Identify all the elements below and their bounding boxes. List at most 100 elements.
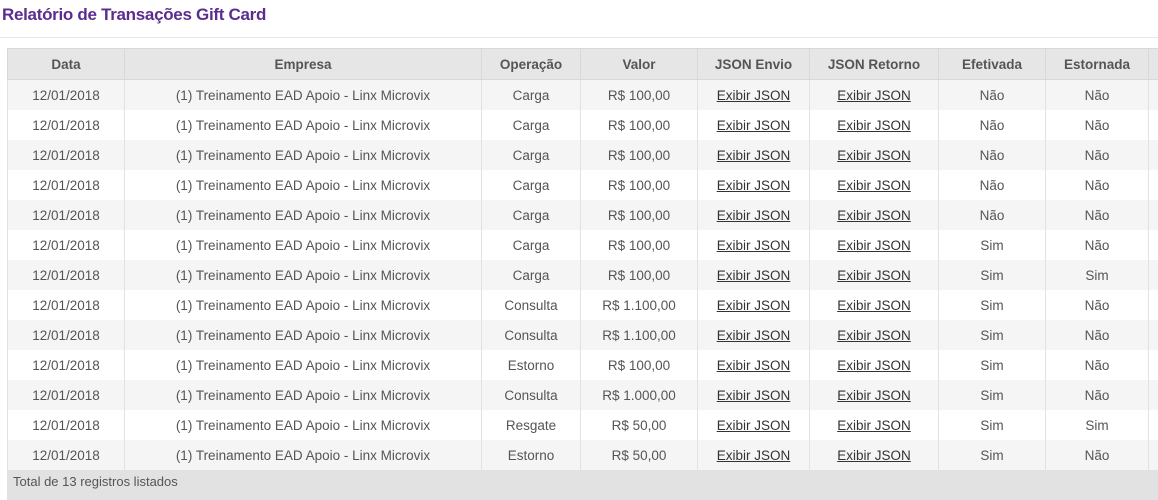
cell-extra: [1149, 260, 1158, 290]
cell-json: Exibir JSON: [810, 200, 939, 230]
cell-extra: [1149, 110, 1158, 140]
cell-empresa: (1) Treinamento EAD Apoio - Linx Microvi…: [125, 110, 482, 140]
column-header-json-envio: JSON Envio: [698, 49, 810, 80]
cell-extra: [1149, 380, 1158, 410]
table-row: 12/01/2018(1) Treinamento EAD Apoio - Li…: [8, 260, 1158, 290]
cell-extra: [1149, 440, 1158, 470]
cell-json: Exibir JSON: [810, 110, 939, 140]
exibir-json-retorno-link[interactable]: Exibir JSON: [837, 298, 911, 313]
exibir-json-envio-link[interactable]: Exibir JSON: [717, 388, 791, 403]
cell-json: Exibir JSON: [810, 410, 939, 440]
exibir-json-retorno-link[interactable]: Exibir JSON: [837, 238, 911, 253]
cell-json: Exibir JSON: [698, 230, 810, 260]
exibir-json-retorno-link[interactable]: Exibir JSON: [837, 328, 911, 343]
exibir-json-envio-link[interactable]: Exibir JSON: [717, 88, 791, 103]
exibir-json-envio-link[interactable]: Exibir JSON: [717, 238, 791, 253]
cell-empresa: (1) Treinamento EAD Apoio - Linx Microvi…: [125, 170, 482, 200]
cell-efetivada: Sim: [939, 320, 1046, 350]
column-header-empresa: Empresa: [125, 49, 482, 80]
table-row: 12/01/2018(1) Treinamento EAD Apoio - Li…: [8, 200, 1158, 230]
cell-empresa: (1) Treinamento EAD Apoio - Linx Microvi…: [125, 290, 482, 320]
cell-estornada: Sim: [1046, 410, 1149, 440]
table-row: 12/01/2018(1) Treinamento EAD Apoio - Li…: [8, 140, 1158, 170]
cell-json: Exibir JSON: [698, 140, 810, 170]
exibir-json-envio-link[interactable]: Exibir JSON: [717, 208, 791, 223]
exibir-json-envio-link[interactable]: Exibir JSON: [717, 328, 791, 343]
cell-data: 12/01/2018: [8, 110, 125, 140]
exibir-json-envio-link[interactable]: Exibir JSON: [717, 298, 791, 313]
exibir-json-envio-link[interactable]: Exibir JSON: [717, 448, 791, 463]
cell-estornada: Não: [1046, 110, 1149, 140]
table-row: 12/01/2018(1) Treinamento EAD Apoio - Li…: [8, 290, 1158, 320]
table-row: 12/01/2018(1) Treinamento EAD Apoio - Li…: [8, 440, 1158, 470]
exibir-json-retorno-link[interactable]: Exibir JSON: [837, 88, 911, 103]
cell-json: Exibir JSON: [698, 170, 810, 200]
column-header-operacao: Operação: [482, 49, 581, 80]
cell-efetivada: Sim: [939, 380, 1046, 410]
table-row: 12/01/2018(1) Treinamento EAD Apoio - Li…: [8, 410, 1158, 440]
cell-empresa: (1) Treinamento EAD Apoio - Linx Microvi…: [125, 350, 482, 380]
exibir-json-retorno-link[interactable]: Exibir JSON: [837, 448, 911, 463]
cell-valor: R$ 100,00: [581, 80, 698, 111]
cell-efetivada: Não: [939, 170, 1046, 200]
cell-data: 12/01/2018: [8, 200, 125, 230]
cell-operacao: Carga: [482, 260, 581, 290]
cell-valor: R$ 100,00: [581, 260, 698, 290]
exibir-json-retorno-link[interactable]: Exibir JSON: [837, 208, 911, 223]
exibir-json-retorno-link[interactable]: Exibir JSON: [837, 118, 911, 133]
exibir-json-retorno-link[interactable]: Exibir JSON: [837, 268, 911, 283]
cell-estornada: Não: [1046, 200, 1149, 230]
cell-valor: R$ 100,00: [581, 350, 698, 380]
cell-efetivada: Não: [939, 80, 1046, 111]
cell-json: Exibir JSON: [810, 350, 939, 380]
exibir-json-envio-link[interactable]: Exibir JSON: [717, 358, 791, 373]
table-row: 12/01/2018(1) Treinamento EAD Apoio - Li…: [8, 80, 1158, 111]
exibir-json-retorno-link[interactable]: Exibir JSON: [837, 388, 911, 403]
cell-estornada: Não: [1046, 320, 1149, 350]
cell-estornada: Sim: [1046, 260, 1149, 290]
cell-valor: R$ 50,00: [581, 410, 698, 440]
cell-data: 12/01/2018: [8, 140, 125, 170]
cell-data: 12/01/2018: [8, 350, 125, 380]
cell-operacao: Resgate: [482, 410, 581, 440]
cell-json: Exibir JSON: [698, 80, 810, 111]
cell-empresa: (1) Treinamento EAD Apoio - Linx Microvi…: [125, 440, 482, 470]
exibir-json-envio-link[interactable]: Exibir JSON: [717, 118, 791, 133]
cell-empresa: (1) Treinamento EAD Apoio - Linx Microvi…: [125, 380, 482, 410]
cell-empresa: (1) Treinamento EAD Apoio - Linx Microvi…: [125, 320, 482, 350]
cell-json: Exibir JSON: [698, 290, 810, 320]
cell-json: Exibir JSON: [810, 140, 939, 170]
cell-json: Exibir JSON: [810, 170, 939, 200]
exibir-json-retorno-link[interactable]: Exibir JSON: [837, 418, 911, 433]
exibir-json-retorno-link[interactable]: Exibir JSON: [837, 358, 911, 373]
cell-operacao: Carga: [482, 200, 581, 230]
cell-valor: R$ 50,00: [581, 440, 698, 470]
table-footer: Total de 13 registros listados: [7, 470, 1158, 500]
cell-operacao: Carga: [482, 80, 581, 111]
cell-efetivada: Sim: [939, 440, 1046, 470]
cell-extra: [1149, 320, 1158, 350]
exibir-json-envio-link[interactable]: Exibir JSON: [717, 418, 791, 433]
cell-valor: R$ 1.100,00: [581, 290, 698, 320]
exibir-json-retorno-link[interactable]: Exibir JSON: [837, 148, 911, 163]
cell-valor: R$ 1.100,00: [581, 320, 698, 350]
exibir-json-envio-link[interactable]: Exibir JSON: [717, 148, 791, 163]
cell-operacao: Consulta: [482, 320, 581, 350]
cell-empresa: (1) Treinamento EAD Apoio - Linx Microvi…: [125, 230, 482, 260]
cell-data: 12/01/2018: [8, 410, 125, 440]
cell-data: 12/01/2018: [8, 380, 125, 410]
exibir-json-envio-link[interactable]: Exibir JSON: [717, 268, 791, 283]
table-row: 12/01/2018(1) Treinamento EAD Apoio - Li…: [8, 170, 1158, 200]
cell-estornada: Não: [1046, 170, 1149, 200]
cell-json: Exibir JSON: [698, 320, 810, 350]
cell-valor: R$ 1.000,00: [581, 380, 698, 410]
cell-json: Exibir JSON: [810, 290, 939, 320]
cell-operacao: Estorno: [482, 350, 581, 380]
column-header-data: Data: [8, 49, 125, 80]
cell-json: Exibir JSON: [810, 80, 939, 111]
cell-data: 12/01/2018: [8, 290, 125, 320]
column-header-efetivada: Efetivada: [939, 49, 1046, 80]
exibir-json-envio-link[interactable]: Exibir JSON: [717, 178, 791, 193]
exibir-json-retorno-link[interactable]: Exibir JSON: [837, 178, 911, 193]
cell-json: Exibir JSON: [698, 110, 810, 140]
